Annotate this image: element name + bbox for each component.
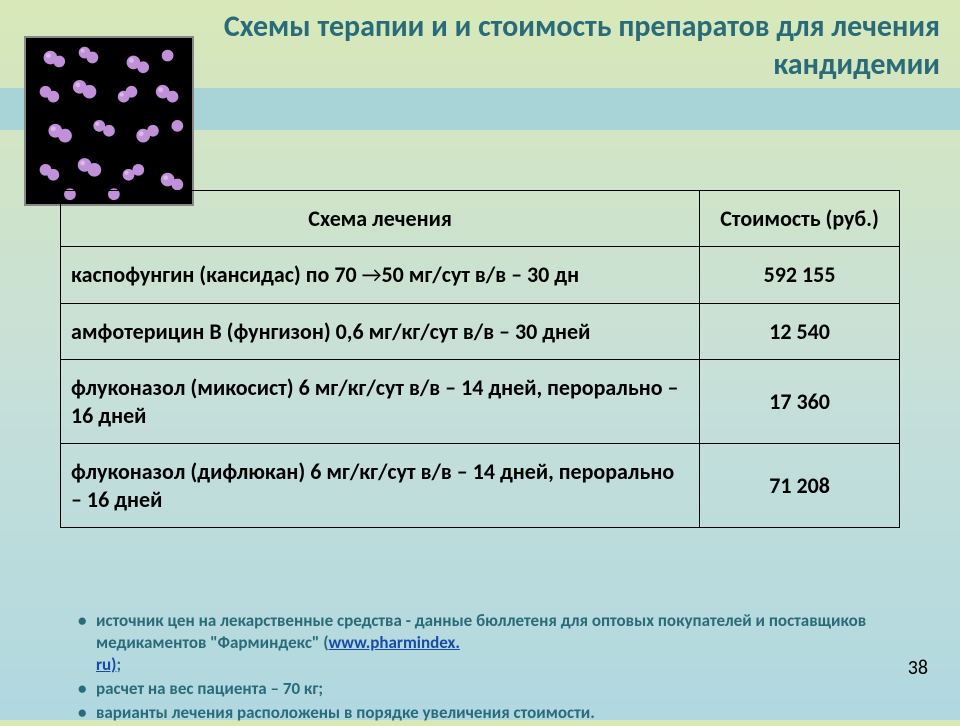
scheme-text-pre: каспофунгин (кансидас) по 70 <box>71 261 362 288</box>
col-header-scheme: Схема лечения <box>61 191 700 247</box>
page-title: Схемы терапии и и стоимость препаратов д… <box>90 8 940 83</box>
cell-scheme: каспофунгин (кансидас) по 70 →50 мг/сут … <box>61 247 700 304</box>
scheme-text-post: 50 мг/сут в/в – 30 дн <box>382 261 580 288</box>
table-header-row: Схема лечения Стоимость (руб.) <box>61 191 900 247</box>
footnote-text: источник цен на лекарственные средства -… <box>96 610 866 653</box>
therapy-cost-table: Схема лечения Стоимость (руб.) каспофунг… <box>60 190 900 528</box>
cell-cost: 12 540 <box>700 303 900 360</box>
footnote-item: источник цен на лекарственные средства -… <box>78 610 908 676</box>
col-header-cost: Стоимость (руб.) <box>700 191 900 247</box>
footnote-text-post: ; <box>116 654 121 675</box>
footnotes: источник цен на лекарственные средства -… <box>78 610 908 726</box>
cell-cost: 17 360 <box>700 360 900 444</box>
footnote-item: расчет на вес пациента – 70 кг; <box>78 678 908 700</box>
cell-cost: 592 155 <box>700 247 900 304</box>
microscopy-image <box>24 36 194 206</box>
table-row: флуконазол (микосист) 6 мг/кг/сут в/в – … <box>61 360 900 444</box>
pharmindex-link-2[interactable]: ru) <box>96 654 116 675</box>
footnote-item: варианты лечения расположены в порядке у… <box>78 702 908 724</box>
table-row: амфотерицин В (фунгизон) 0,6 мг/кг/сут в… <box>61 303 900 360</box>
cell-cost: 71 208 <box>700 444 900 528</box>
arrow-icon: → <box>362 261 382 289</box>
cell-scheme: флуконазол (микосист) 6 мг/кг/сут в/в – … <box>61 360 700 444</box>
table-row: каспофунгин (кансидас) по 70 →50 мг/сут … <box>61 247 900 304</box>
cell-scheme: амфотерицин В (фунгизон) 0,6 мг/кг/сут в… <box>61 303 700 360</box>
pharmindex-link[interactable]: www.pharmindex. <box>329 632 460 653</box>
page-number: 38 <box>908 656 928 680</box>
cell-scheme: флуконазол (дифлюкан) 6 мг/кг/сут в/в – … <box>61 444 700 528</box>
table-row: флуконазол (дифлюкан) 6 мг/кг/сут в/в – … <box>61 444 900 528</box>
